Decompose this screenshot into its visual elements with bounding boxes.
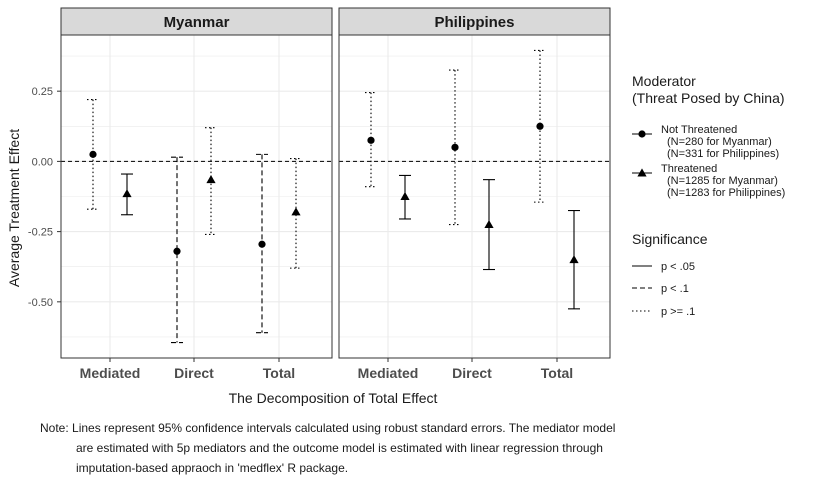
data-point-group	[121, 173, 133, 216]
data-point-group	[399, 174, 411, 220]
facet-strip	[338, 7, 611, 36]
legend-moderator-subtitle: (Threat Posed by China)	[632, 90, 785, 106]
facet-panel-myanmar: Myanmar	[60, 7, 333, 359]
point-estimate	[173, 247, 181, 255]
x-tick-label: Total	[541, 365, 573, 381]
point-estimate	[400, 191, 410, 200]
data-point-group	[205, 127, 217, 235]
legend-item-sub1: (N=280 for Myanmar)	[667, 136, 772, 148]
legend-item-sub2: (N=331 for Philippines)	[667, 148, 779, 160]
y-axis-title: Average Treatment Effect	[6, 129, 22, 287]
point-estimate	[367, 136, 375, 144]
point-estimate	[536, 122, 544, 130]
data-point-group	[290, 158, 302, 269]
panel-border	[60, 34, 333, 359]
point-estimate	[206, 175, 216, 184]
legend-item-sub1: (N=1285 for Myanmar)	[667, 175, 778, 187]
x-tick-label: Direct	[174, 365, 214, 381]
point-estimate	[569, 255, 579, 264]
legend-significance-item: p < .05	[632, 261, 695, 273]
data-point-group	[256, 153, 268, 334]
legend-key-circle-icon	[638, 130, 646, 138]
legend-significance-item: p >= .1	[632, 306, 695, 318]
x-axis-title: The Decomposition of Total Effect	[229, 390, 438, 406]
legend-significance-title: Significance	[632, 231, 708, 247]
series-not-threatened	[87, 49, 546, 344]
facet-panel-philippines: Philippines	[338, 7, 611, 359]
legend: Moderator(Threat Posed by China) Not Thre…	[632, 73, 785, 318]
legend-significance-label: p < .1	[661, 283, 689, 295]
x-tick-label: Mediated	[358, 365, 419, 381]
panel-border	[338, 34, 611, 359]
facet-strip-label: Myanmar	[164, 14, 230, 31]
effect-decomposition-chart: Myanmar Philippines 0.25 0.00 -0.25 -0.50 Me…	[6, 7, 785, 406]
y-tick-label: 0.25	[32, 86, 53, 98]
legend-significance-label: p < .05	[661, 261, 695, 273]
facet-strip-label: Philippines	[434, 14, 514, 31]
note-line-2: are estimated with 5p mediators and the …	[76, 441, 603, 455]
point-estimate	[291, 207, 301, 216]
point-estimate	[122, 189, 132, 198]
data-point-group	[534, 49, 546, 203]
legend-item-label: Not Threatened	[661, 124, 737, 136]
legend-item-label: Threatened	[661, 163, 717, 175]
x-tick-label: Mediated	[80, 365, 141, 381]
data-point-group	[87, 99, 99, 210]
data-point-group	[171, 156, 183, 344]
data-point-group	[568, 209, 580, 310]
legend-significance-item: p < .1	[632, 283, 689, 295]
series-threatened	[121, 127, 580, 310]
data-point-group	[449, 69, 461, 226]
legend-item-threatened: Threatened(N=1285 for Myanmar)(N=1283 fo…	[632, 163, 785, 199]
data-point-group	[483, 179, 495, 271]
x-tick-label: Total	[263, 365, 295, 381]
point-estimate	[451, 143, 459, 151]
legend-item-sub2: (N=1283 for Philippines)	[667, 187, 785, 199]
legend-key-triangle-icon	[637, 168, 647, 177]
point-estimate	[484, 219, 494, 229]
x-tick-label: Direct	[452, 365, 492, 381]
y-tick-label: -0.25	[28, 227, 53, 239]
y-tick-label: -0.50	[28, 297, 53, 309]
point-estimate	[258, 240, 266, 248]
legend-item-not-threatened: Not Threatened(N=280 for Myanmar)(N=331 …	[632, 124, 779, 160]
note-line-3: imputation-based appraoch in 'medflex' R…	[76, 461, 349, 475]
data-point-group	[365, 92, 377, 188]
note-line-1: Note: Lines represent 95% confidence int…	[40, 421, 616, 435]
legend-significance-label: p >= .1	[661, 306, 695, 318]
figure-note: Note: Lines represent 95% confidence int…	[40, 418, 680, 478]
y-tick-label: 0.00	[32, 156, 53, 168]
point-estimate	[89, 150, 97, 158]
legend-moderator-title: Moderator	[632, 73, 696, 89]
